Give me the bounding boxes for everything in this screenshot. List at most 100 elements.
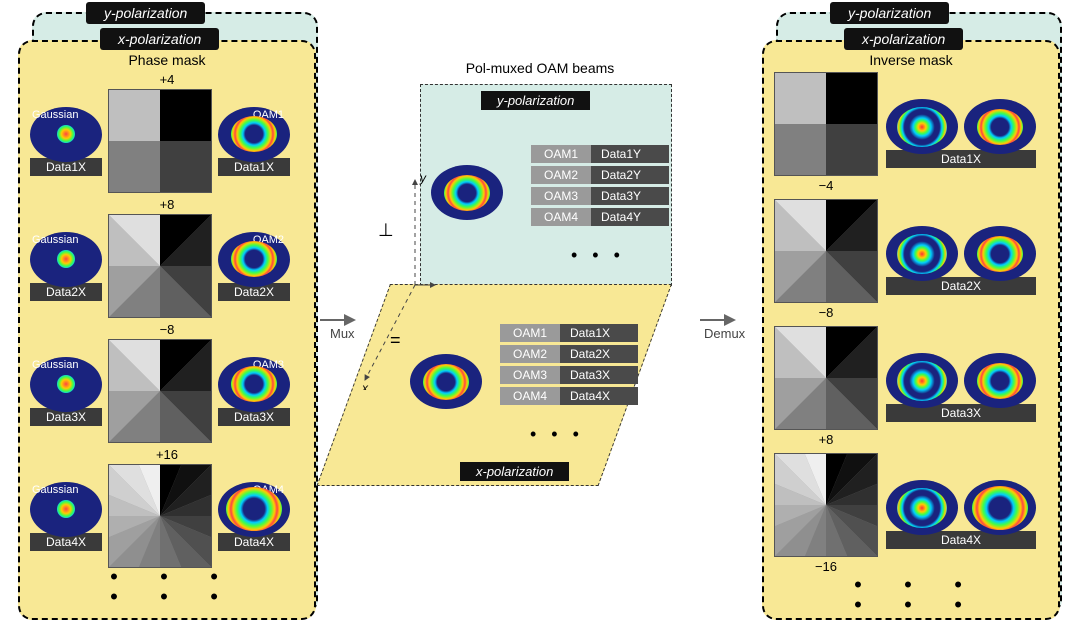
- mux-arrow: Mux: [320, 312, 391, 327]
- oam-key: OAM4: [531, 208, 591, 226]
- charge-r3: −16: [815, 559, 837, 574]
- left-rows: +4 Gaussian Data1X OAM1 Data1X +8 Gaussi…: [30, 72, 304, 602]
- data-bar: Data4X: [886, 531, 1036, 549]
- center-y-beam: [431, 165, 503, 220]
- gauss-col-0: Gaussian Data1X: [30, 107, 102, 176]
- axes-icon: y x: [360, 170, 440, 390]
- perp-symbol: ⊥: [378, 220, 394, 241]
- oam-beam: OAM3: [218, 357, 290, 412]
- inverse-mask-n16: [774, 453, 878, 557]
- oam-val: Data4Y: [591, 208, 669, 226]
- charge-0: +4: [30, 72, 304, 87]
- left-row-3: GaussianData4X OAM4Data4X: [30, 464, 304, 568]
- charge-3: +16: [30, 447, 304, 462]
- oam-col-0: OAM1 Data1X: [218, 107, 290, 176]
- right-rows: −4 Data1X −8 Data2X +8 Data3X: [774, 72, 1048, 610]
- svg-text:y: y: [419, 171, 427, 185]
- demux-ring-beam: [964, 480, 1036, 535]
- left-row-0: Gaussian Data1X OAM1 Data1X: [30, 89, 304, 193]
- oam-val: Data3Y: [591, 187, 669, 205]
- center-title: Pol-muxed OAM beams: [360, 60, 720, 76]
- right-row-2: +8 Data3X: [774, 326, 1048, 449]
- list-item: OAM4Data4X: [500, 387, 638, 405]
- list-item: OAM3Data3X: [500, 366, 638, 384]
- gaussian-label: Gaussian: [32, 484, 78, 496]
- list-item: OAM1Data1X: [500, 324, 638, 342]
- oam-beam: OAM4: [218, 482, 290, 537]
- right-dots: • • • • • •: [774, 580, 1048, 610]
- right-row-3: −16 Data4X: [774, 453, 1048, 576]
- inverse-mask-n8: [774, 199, 878, 303]
- x-dots: • • •: [530, 424, 579, 445]
- demux-central-beam: [886, 226, 958, 281]
- phase-mask-4: [108, 89, 212, 193]
- right-panel-title: Inverse mask: [774, 52, 1048, 68]
- y-plane-tab: y-polarization: [481, 91, 590, 110]
- oam-label: OAM4: [253, 484, 284, 496]
- list-item: OAM2Data2X: [500, 345, 638, 363]
- gaussian-beam: Gaussian: [30, 232, 102, 287]
- demux-central-beam: [886, 353, 958, 408]
- gaussian-beam: Gaussian: [30, 357, 102, 412]
- oam-key: OAM2: [500, 345, 560, 363]
- oam-label: OAM3: [253, 359, 284, 371]
- left-panel: Phase mask +4 Gaussian Data1X OAM1 Data1…: [18, 40, 316, 620]
- right-row-0: −4 Data1X: [774, 72, 1048, 195]
- data-bar: Data1X: [886, 150, 1036, 168]
- left-panel-title: Phase mask: [30, 52, 304, 68]
- right-xpol-tab: x-polarization: [844, 28, 963, 50]
- y-dots: • • •: [571, 245, 620, 266]
- oam-val: Data3X: [560, 366, 638, 384]
- right-ypol-tab: y-polarization: [830, 2, 949, 24]
- svg-text:x: x: [361, 381, 369, 390]
- gaussian-label: Gaussian: [32, 234, 78, 246]
- oam-key: OAM3: [531, 187, 591, 205]
- mux-label: Mux: [330, 326, 355, 341]
- list-item: OAM3Data3Y: [531, 187, 669, 205]
- list-item: OAM2Data2Y: [531, 166, 669, 184]
- gaussian-label: Gaussian: [32, 109, 78, 121]
- x-oam-list: OAM1Data1X OAM2Data2X OAM3Data3X OAM4Dat…: [500, 324, 638, 408]
- oam-key: OAM4: [500, 387, 560, 405]
- list-item: OAM4Data4Y: [531, 208, 669, 226]
- right-row-1: −8 Data2X: [774, 199, 1048, 322]
- oam-val: Data1Y: [591, 145, 669, 163]
- list-item: OAM1Data1Y: [531, 145, 669, 163]
- oam-val: Data1X: [560, 324, 638, 342]
- y-plane: y-polarization OAM1Data1Y OAM2Data2Y OAM…: [420, 84, 672, 286]
- mask-col: −4: [774, 72, 878, 195]
- phase-mask-8: [108, 214, 212, 318]
- phase-mask-16: [108, 464, 212, 568]
- left-row-2: GaussianData3X OAM3Data3X: [30, 339, 304, 443]
- inverse-mask-n4: [774, 72, 878, 176]
- demux-ring-beam: [964, 226, 1036, 281]
- oam-key: OAM3: [500, 366, 560, 384]
- demux-central-beam: [886, 99, 958, 154]
- demux-central-beam: [886, 480, 958, 535]
- oam-key: OAM1: [500, 324, 560, 342]
- oam-beam: OAM2: [218, 232, 290, 287]
- oam-label: OAM2: [253, 234, 284, 246]
- left-row-1: GaussianData2X OAM2Data2X: [30, 214, 304, 318]
- oam-label: OAM1: [253, 109, 284, 121]
- left-dots: • • • • • •: [30, 572, 304, 602]
- oam-key: OAM1: [531, 145, 591, 163]
- phase-mask-n8: [108, 339, 212, 443]
- charge-r0: −4: [819, 178, 834, 193]
- charge-r2: +8: [819, 432, 834, 447]
- left-xpol-tab: x-polarization: [100, 28, 219, 50]
- data-bar: Data3X: [886, 404, 1036, 422]
- charge-r1: −8: [819, 305, 834, 320]
- oam-key: OAM2: [531, 166, 591, 184]
- gaussian-beam: Gaussian: [30, 482, 102, 537]
- left-ypol-tab: y-polarization: [86, 2, 205, 24]
- gaussian-label: Gaussian: [32, 359, 78, 371]
- demux-label: Demux: [704, 326, 745, 341]
- charge-2: −8: [30, 322, 304, 337]
- oam-val: Data2Y: [591, 166, 669, 184]
- oam-beam: OAM1: [218, 107, 290, 162]
- right-panel: Inverse mask −4 Data1X −8 Data2X: [762, 40, 1060, 620]
- eq-symbol: =: [390, 330, 401, 351]
- oam-val: Data4X: [560, 387, 638, 405]
- inverse-mask-p8: [774, 326, 878, 430]
